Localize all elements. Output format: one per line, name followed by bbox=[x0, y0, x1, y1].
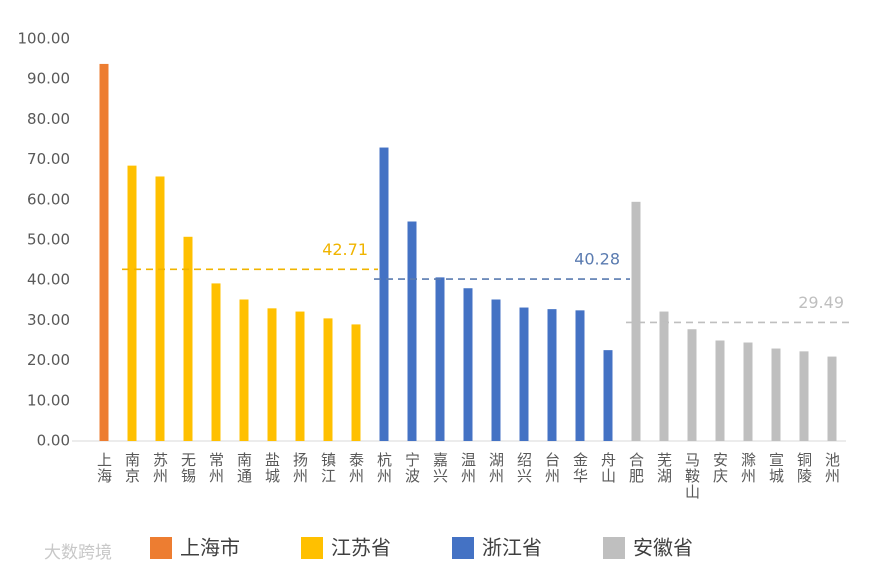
bar bbox=[715, 340, 725, 441]
x-tick-label: 扬州 bbox=[291, 452, 309, 484]
y-tick-label: 80.00 bbox=[27, 110, 70, 128]
y-tick-label: 30.00 bbox=[27, 311, 70, 329]
bar bbox=[351, 324, 361, 441]
bar bbox=[435, 277, 445, 441]
bar bbox=[827, 356, 837, 441]
x-tick-label: 金华 bbox=[571, 452, 589, 484]
x-tick-label: 舟山 bbox=[599, 452, 617, 484]
bar bbox=[463, 288, 473, 441]
bar bbox=[211, 283, 221, 441]
bar bbox=[239, 299, 249, 441]
x-tick-label: 南京 bbox=[123, 452, 141, 484]
bar bbox=[659, 311, 669, 441]
x-tick-label: 常州 bbox=[207, 452, 225, 484]
legend-swatch bbox=[603, 537, 625, 559]
bar bbox=[295, 311, 305, 441]
bar bbox=[771, 348, 781, 441]
legend-swatch bbox=[452, 537, 474, 559]
legend-label: 安徽省 bbox=[633, 536, 693, 560]
x-tick-label: 绍兴 bbox=[515, 452, 533, 484]
x-tick-label: 南通 bbox=[235, 452, 253, 484]
x-tick-label: 嘉兴 bbox=[431, 452, 449, 484]
bar bbox=[519, 307, 529, 441]
y-tick-label: 100.00 bbox=[18, 30, 71, 48]
legend-label: 浙江省 bbox=[482, 536, 542, 560]
bar bbox=[631, 201, 641, 441]
bar bbox=[687, 329, 697, 441]
x-tick-label: 盐城 bbox=[263, 452, 281, 484]
x-tick-label: 滁州 bbox=[739, 452, 757, 484]
y-tick-label: 40.00 bbox=[27, 271, 70, 289]
legend-swatch bbox=[150, 537, 172, 559]
x-tick-label: 湖州 bbox=[487, 452, 505, 484]
x-tick-label: 宁波 bbox=[403, 452, 421, 484]
y-tick-label: 0.00 bbox=[37, 432, 70, 450]
x-tick-label: 马鞍山 bbox=[683, 452, 701, 500]
x-tick-label: 合肥 bbox=[627, 452, 645, 484]
x-tick-label: 镇江 bbox=[319, 452, 337, 484]
bar bbox=[799, 351, 809, 441]
bar bbox=[379, 147, 389, 442]
average-label: 29.49 bbox=[798, 293, 844, 312]
y-tick-label: 70.00 bbox=[27, 150, 70, 168]
bar bbox=[407, 221, 417, 441]
x-tick-label: 台州 bbox=[543, 452, 561, 484]
legend-swatch bbox=[301, 537, 323, 559]
bar bbox=[743, 342, 753, 441]
x-tick-label: 铜陵 bbox=[795, 452, 813, 484]
y-tick-label: 20.00 bbox=[27, 351, 70, 369]
x-tick-label: 温州 bbox=[459, 452, 477, 484]
bar bbox=[323, 318, 333, 441]
bar bbox=[575, 310, 585, 441]
x-tick-label: 池州 bbox=[823, 452, 841, 484]
bar bbox=[267, 308, 277, 441]
bar bbox=[155, 176, 165, 441]
y-tick-label: 10.00 bbox=[27, 391, 70, 409]
x-tick-label: 苏州 bbox=[151, 452, 169, 484]
legend-label: 江苏省 bbox=[331, 536, 391, 560]
y-tick-label: 60.00 bbox=[27, 190, 70, 208]
x-tick-label: 安庆 bbox=[711, 452, 729, 484]
x-tick-label: 上海 bbox=[95, 452, 113, 484]
legend-label: 上海市 bbox=[180, 536, 240, 560]
bar bbox=[491, 299, 501, 441]
bar bbox=[183, 236, 193, 441]
x-tick-label: 无锡 bbox=[179, 452, 197, 484]
bar bbox=[127, 165, 137, 441]
x-tick-label: 宣城 bbox=[767, 452, 785, 484]
average-label: 40.28 bbox=[574, 250, 620, 269]
bar bbox=[547, 309, 557, 441]
x-tick-label: 泰州 bbox=[347, 452, 365, 484]
x-tick-label: 杭州 bbox=[375, 452, 393, 484]
bar bbox=[99, 63, 109, 441]
bar bbox=[603, 350, 613, 441]
watermark: 大数跨境 bbox=[44, 543, 112, 563]
average-label: 42.71 bbox=[322, 240, 368, 259]
y-tick-label: 90.00 bbox=[27, 70, 70, 88]
x-tick-label: 芜湖 bbox=[655, 452, 673, 484]
y-tick-label: 50.00 bbox=[27, 231, 70, 249]
